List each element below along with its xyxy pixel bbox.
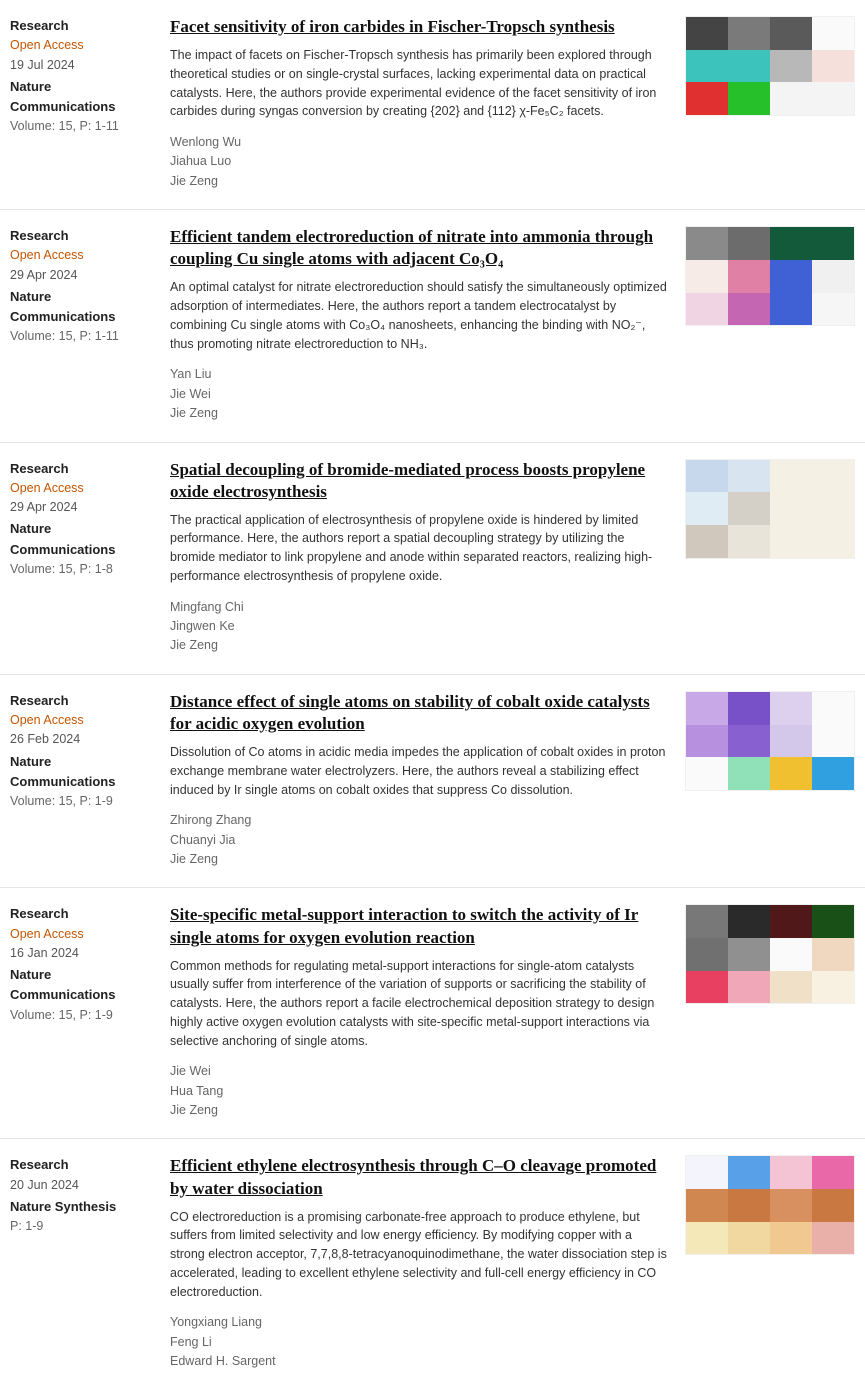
article-meta: ResearchOpen Access16 Jan 2024 Nature Com… <box>10 904 170 1120</box>
author-name: Jingwen Ke <box>170 617 669 636</box>
volume-info: Volume: 15, P: 1-8 <box>10 560 156 579</box>
author-name: Feng Li <box>170 1333 669 1352</box>
article-date: 16 Jan 2024 <box>10 944 156 963</box>
article-body: Efficient ethylene electrosynthesis thro… <box>170 1155 685 1371</box>
article: ResearchOpen Access19 Jul 2024 Nature Com… <box>0 0 865 210</box>
article-date: 26 Feb 2024 <box>10 730 156 749</box>
author-name: Jie Zeng <box>170 850 669 869</box>
article-meta: ResearchOpen Access29 Apr 2024 Nature Com… <box>10 459 170 656</box>
author-name: Yongxiang Liang <box>170 1313 669 1332</box>
article-date: 19 Jul 2024 <box>10 56 156 75</box>
article-summary: Common methods for regulating metal-supp… <box>170 957 669 1051</box>
article-summary: Dissolution of Co atoms in acidic media … <box>170 743 669 799</box>
open-access-label: Open Access <box>10 246 156 265</box>
article-thumbnail[interactable] <box>685 1155 855 1255</box>
article-body: Site-specific metal-support interaction … <box>170 904 685 1120</box>
article: ResearchOpen Access26 Feb 2024 Nature Com… <box>0 675 865 889</box>
author-name: Yan Liu <box>170 365 669 384</box>
journal-name: Nature Communications <box>10 752 156 792</box>
author-name: Zhirong Zhang <box>170 811 669 830</box>
article-type: Research <box>10 904 156 924</box>
thumbnail-grid <box>685 1155 855 1255</box>
article-body: Distance effect of single atoms on stabi… <box>170 691 685 870</box>
journal-name: Nature Communications <box>10 77 156 117</box>
author-name: Mingfang Chi <box>170 598 669 617</box>
volume-info: Volume: 15, P: 1-9 <box>10 1006 156 1025</box>
article-type: Research <box>10 226 156 246</box>
article-summary: An optimal catalyst for nitrate electror… <box>170 278 669 353</box>
author-name: Edward H. Sargent <box>170 1352 669 1371</box>
article: ResearchOpen Access29 Apr 2024 Nature Com… <box>0 443 865 675</box>
volume-info: P: 1-9 <box>10 1217 156 1236</box>
author-name: Jie Zeng <box>170 172 669 191</box>
article-type: Research <box>10 691 156 711</box>
article: ResearchOpen Access29 Apr 2024 Nature Com… <box>0 210 865 442</box>
journal-name: Nature Synthesis <box>10 1197 156 1217</box>
article-thumbnail[interactable] <box>685 459 855 559</box>
thumbnail-grid <box>685 459 855 559</box>
journal-name: Nature Communications <box>10 287 156 327</box>
author-name: Wenlong Wu <box>170 133 669 152</box>
open-access-label: Open Access <box>10 711 156 730</box>
author-name: Jie Zeng <box>170 636 669 655</box>
article-title-link[interactable]: Spatial decoupling of bromide-mediated p… <box>170 459 669 503</box>
article-summary: The practical application of electrosynt… <box>170 511 669 586</box>
article-meta: ResearchOpen Access19 Jul 2024 Nature Com… <box>10 16 170 191</box>
article: ResearchOpen Access16 Jan 2024 Nature Com… <box>0 888 865 1139</box>
author-list: Yongxiang LiangFeng LiEdward H. Sargent <box>170 1313 669 1371</box>
article-date: 29 Apr 2024 <box>10 498 156 517</box>
article-meta: ResearchOpen Access29 Apr 2024 Nature Com… <box>10 226 170 423</box>
article-meta: ResearchOpen Access26 Feb 2024 Nature Com… <box>10 691 170 870</box>
article-title-link[interactable]: Site-specific metal-support interaction … <box>170 904 669 948</box>
article-body: Spatial decoupling of bromide-mediated p… <box>170 459 685 656</box>
article-meta: Research20 Jun 2024 Nature SynthesisP: 1-… <box>10 1155 170 1371</box>
article-type: Research <box>10 16 156 36</box>
volume-info: Volume: 15, P: 1-11 <box>10 117 156 136</box>
thumbnail-grid <box>685 691 855 791</box>
article-date: 29 Apr 2024 <box>10 266 156 285</box>
author-list: Mingfang ChiJingwen KeJie Zeng <box>170 598 669 656</box>
volume-info: Volume: 15, P: 1-9 <box>10 792 156 811</box>
article-date: 20 Jun 2024 <box>10 1176 156 1195</box>
journal-name: Nature Communications <box>10 519 156 559</box>
article-title-link[interactable]: Facet sensitivity of iron carbides in Fi… <box>170 16 669 38</box>
thumbnail-grid <box>685 226 855 326</box>
article-body: Facet sensitivity of iron carbides in Fi… <box>170 16 685 191</box>
article-thumbnail[interactable] <box>685 904 855 1004</box>
article-type: Research <box>10 1155 156 1175</box>
open-access-label: Open Access <box>10 479 156 498</box>
author-list: Wenlong WuJiahua LuoJie Zeng <box>170 133 669 191</box>
volume-info: Volume: 15, P: 1-11 <box>10 327 156 346</box>
author-list: Zhirong ZhangChuanyi JiaJie Zeng <box>170 811 669 869</box>
author-name: Jie Wei <box>170 1062 669 1081</box>
article-summary: The impact of facets on Fischer-Tropsch … <box>170 46 669 121</box>
author-name: Jie Wei <box>170 385 669 404</box>
author-name: Jiahua Luo <box>170 152 669 171</box>
author-list: Yan LiuJie WeiJie Zeng <box>170 365 669 423</box>
article-summary: CO electroreduction is a promising carbo… <box>170 1208 669 1302</box>
article-thumbnail[interactable] <box>685 16 855 116</box>
thumbnail-grid <box>685 16 855 116</box>
author-list: Jie WeiHua TangJie Zeng <box>170 1062 669 1120</box>
article-title-link[interactable]: Distance effect of single atoms on stabi… <box>170 691 669 735</box>
thumbnail-grid <box>685 904 855 1004</box>
article-thumbnail[interactable] <box>685 226 855 326</box>
author-name: Hua Tang <box>170 1082 669 1101</box>
author-name: Jie Zeng <box>170 404 669 423</box>
article-body: Efficient tandem electroreduction of nit… <box>170 226 685 423</box>
article-title-link[interactable]: Efficient ethylene electrosynthesis thro… <box>170 1155 669 1199</box>
author-name: Chuanyi Jia <box>170 831 669 850</box>
journal-name: Nature Communications <box>10 965 156 1005</box>
open-access-label: Open Access <box>10 925 156 944</box>
article-thumbnail[interactable] <box>685 691 855 791</box>
open-access-label: Open Access <box>10 36 156 55</box>
article-title-link[interactable]: Efficient tandem electroreduction of nit… <box>170 226 669 270</box>
article: Research20 Jun 2024 Nature SynthesisP: 1-… <box>0 1139 865 1389</box>
article-type: Research <box>10 459 156 479</box>
author-name: Jie Zeng <box>170 1101 669 1120</box>
